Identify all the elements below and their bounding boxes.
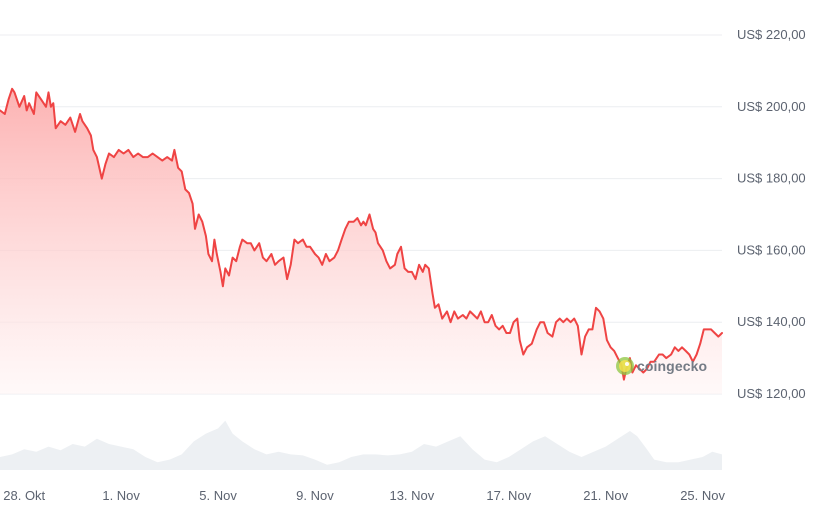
price-line (0, 87, 723, 381)
coingecko-logo-icon (616, 357, 634, 375)
y-tick-label: US$ 220,00 (737, 27, 806, 42)
x-tick-label: 13. Nov (389, 488, 434, 503)
coingecko-watermark: coingecko (616, 357, 707, 375)
volume-area (0, 420, 722, 470)
line-layer (0, 87, 723, 381)
y-tick-label: US$ 160,00 (737, 242, 806, 257)
price-area-fill (0, 88, 722, 395)
volume-layer (0, 420, 722, 470)
x-tick-label: 5. Nov (199, 488, 237, 503)
x-tick-label: 28. Okt (3, 488, 45, 503)
x-tick-label: 21. Nov (583, 488, 628, 503)
y-tick-label: US$ 120,00 (737, 386, 806, 401)
y-tick-label: US$ 200,00 (737, 99, 806, 114)
x-tick-label: 17. Nov (486, 488, 531, 503)
area-layer (0, 88, 722, 395)
x-tick-label: 25. Nov (680, 488, 725, 503)
x-tick-label: 9. Nov (296, 488, 334, 503)
x-axis-tick-labels: 28. Okt 1. Nov 5. Nov 9. Nov 13. Nov 17. Nov 2… (3, 488, 725, 503)
x-tick-label: 1. Nov (102, 488, 140, 503)
watermark-text: coingecko (637, 358, 707, 374)
y-axis-tick-labels: US$ 220,00 US$ 200,00 US$ 180,00 US$ 160,00… (737, 27, 806, 401)
y-tick-label: US$ 180,00 (737, 171, 806, 186)
y-tick-label: US$ 140,00 (737, 314, 806, 329)
